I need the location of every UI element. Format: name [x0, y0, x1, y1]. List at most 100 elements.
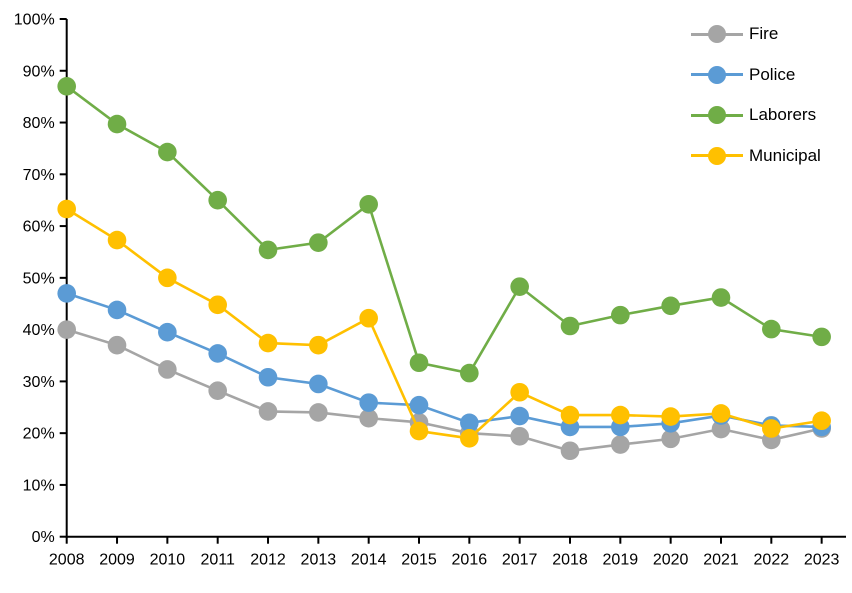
legend-item-fire: Fire: [691, 14, 821, 55]
y-axis-label: 70%: [23, 167, 55, 184]
x-axis-label: 2010: [150, 552, 186, 569]
data-point-police: [258, 367, 278, 387]
legend-item-municipal: Municipal: [691, 136, 821, 177]
y-axis-label: 60%: [23, 219, 55, 236]
x-axis-label: 2018: [552, 552, 588, 569]
data-point-municipal: [409, 421, 429, 441]
data-point-fire: [57, 320, 76, 339]
data-point-municipal: [359, 308, 378, 328]
data-point-police: [510, 406, 529, 426]
data-point-laborers: [409, 353, 429, 373]
municipal-line-marker-icon: [691, 146, 743, 166]
x-axis-label: 2011: [200, 552, 235, 569]
data-point-laborers: [460, 363, 479, 383]
x-axis-label: 2023: [804, 552, 840, 569]
series-line-laborers: [65, 85, 822, 375]
legend-label: Municipal: [749, 145, 821, 165]
y-axis-label: 80%: [23, 115, 55, 132]
data-point-laborers: [812, 327, 831, 347]
legend-item-laborers: Laborers: [691, 95, 821, 136]
series-line-police: [66, 292, 822, 429]
data-point-municipal: [208, 295, 227, 315]
y-axis-label: 100%: [14, 12, 55, 29]
y-axis-label: 30%: [23, 374, 55, 391]
data-point-police: [409, 395, 429, 415]
data-point-municipal: [309, 335, 328, 355]
data-point-municipal: [560, 405, 580, 425]
data-point-laborers: [258, 240, 278, 260]
data-point-laborers: [661, 296, 680, 316]
legend: Fire Police Laborers Municipal: [691, 14, 821, 176]
y-axis-label: 40%: [23, 322, 55, 339]
data-point-municipal: [711, 404, 731, 423]
data-point-municipal: [510, 382, 529, 402]
data-point-municipal: [812, 411, 831, 431]
series-line-fire: [66, 328, 822, 453]
data-point-police: [208, 344, 227, 363]
data-point-police: [359, 393, 378, 412]
data-point-municipal: [661, 407, 680, 426]
data-point-fire: [560, 441, 580, 461]
data-point-municipal: [762, 419, 781, 438]
data-point-laborers: [309, 233, 328, 252]
data-point-fire: [510, 426, 529, 446]
series-line-municipal: [66, 207, 822, 440]
x-axis-label: 2014: [351, 552, 387, 569]
data-point-laborers: [158, 142, 177, 162]
y-axis-label: 20%: [23, 426, 55, 443]
x-axis-label: 2009: [99, 552, 135, 569]
data-point-laborers: [510, 277, 529, 296]
x-axis-label: 2020: [653, 552, 689, 569]
y-axis-label: 0%: [32, 529, 55, 546]
laborers-line-marker-icon: [691, 105, 743, 125]
legend-label: Police: [749, 64, 796, 84]
x-axis-label: 2013: [301, 552, 337, 569]
data-point-municipal: [57, 199, 76, 219]
police-line-marker-icon: [691, 65, 743, 85]
data-point-laborers: [208, 190, 227, 210]
data-point-municipal: [460, 429, 479, 448]
x-axis-label: 2022: [754, 552, 790, 569]
data-point-laborers: [611, 305, 630, 325]
data-point-fire: [309, 403, 328, 422]
legend-label: Laborers: [749, 105, 817, 125]
data-point-police: [57, 284, 76, 303]
data-point-fire: [208, 381, 227, 401]
data-point-municipal: [107, 230, 127, 250]
data-point-municipal: [611, 405, 630, 425]
data-point-laborers: [560, 316, 580, 336]
data-point-laborers: [107, 114, 127, 134]
x-axis-label: 2016: [452, 552, 488, 569]
data-point-laborers: [57, 77, 76, 96]
data-point-police: [460, 413, 479, 433]
x-axis-label: 2008: [49, 552, 85, 569]
data-point-police: [309, 374, 328, 394]
data-point-fire: [359, 408, 378, 428]
data-point-laborers: [359, 195, 378, 214]
data-point-fire: [158, 360, 177, 379]
y-axis-label: 50%: [23, 270, 55, 287]
x-axis-label: 2012: [250, 552, 286, 569]
data-point-laborers: [711, 288, 731, 307]
data-point-fire: [107, 335, 127, 355]
data-point-municipal: [158, 268, 177, 288]
x-axis-label: 2019: [603, 552, 639, 569]
x-axis-label: 2021: [703, 552, 739, 569]
data-point-fire: [711, 419, 731, 439]
legend-label: Fire: [749, 24, 779, 44]
x-axis-label: 2015: [401, 552, 437, 569]
data-point-fire: [611, 435, 630, 454]
y-axis-label: 10%: [23, 477, 55, 494]
data-point-laborers: [762, 319, 781, 339]
data-point-fire: [661, 429, 680, 449]
x-axis-label: 2017: [502, 552, 538, 569]
data-point-police: [158, 322, 177, 342]
data-point-police: [107, 300, 127, 320]
legend-item-police: Police: [691, 55, 821, 96]
data-point-fire: [258, 402, 278, 421]
data-point-municipal: [258, 333, 278, 353]
fire-line-marker-icon: [691, 24, 743, 44]
y-axis-label: 90%: [23, 63, 55, 80]
